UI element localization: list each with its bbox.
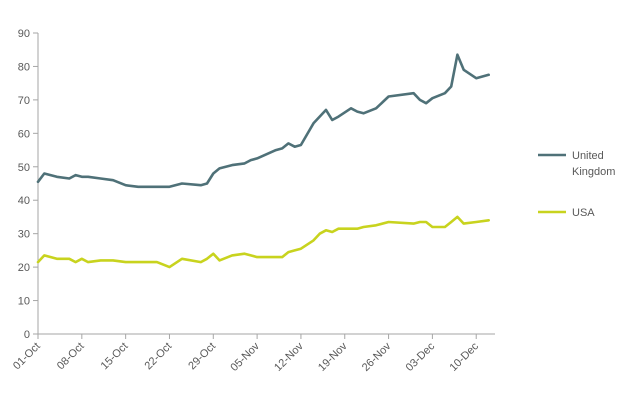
x-tick-label: 22-Oct: [142, 340, 174, 372]
series-layer: [36, 53, 491, 269]
y-tick-label: 70: [18, 95, 30, 107]
y-tick-label: 50: [18, 162, 30, 174]
y-tick-label: 10: [18, 296, 30, 308]
x-tick-label: 19-Nov: [316, 340, 350, 374]
x-tick-label: 26-Nov: [360, 340, 394, 374]
y-tick-label: 90: [18, 28, 30, 40]
series-line-united-kingdom: [36, 53, 491, 189]
x-tick-label: 05-Nov: [228, 340, 262, 374]
y-tick-label: 60: [18, 128, 30, 140]
y-tick-label: 80: [18, 61, 30, 73]
x-tick-label: 12-Nov: [272, 340, 306, 374]
legend-label-united-kingdom: United Kingdom: [572, 150, 615, 178]
x-axis: 01-Oct 08-Oct 15-Oct 22-Oct 29-Oct 05-Nov 12-N…: [11, 333, 495, 374]
x-tick-label: 10-Dec: [447, 340, 481, 374]
y-axis: 0 10 20 30 40 50 60 70 80 90: [18, 28, 39, 341]
legend-label-usa: USA: [572, 207, 595, 219]
y-tick-label: 40: [18, 195, 30, 207]
y-tick-label: 20: [18, 262, 30, 274]
legend: United Kingdom USA: [538, 150, 615, 219]
x-tick-label: 29-Oct: [186, 340, 218, 372]
x-tick-label: 08-Oct: [55, 340, 87, 372]
x-tick-label: 03-Dec: [404, 340, 438, 374]
x-tick-label: 15-Oct: [99, 340, 131, 372]
x-tick-label: 01-Oct: [11, 340, 43, 372]
y-tick-label: 0: [24, 329, 30, 341]
series-line-usa: [36, 215, 491, 269]
y-tick-label: 30: [18, 229, 30, 241]
